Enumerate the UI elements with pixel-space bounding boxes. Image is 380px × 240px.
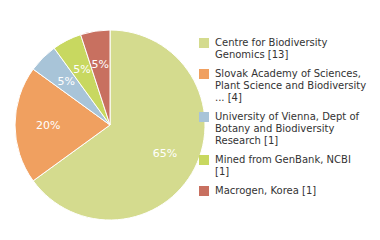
html-text:Centre for Biodiversity Genomi: Centre for Biodiversity Genomics [13] (215, 36, 328, 60)
svg-text:5%: 5% (58, 75, 75, 88)
html-text:University of Vienna, Dept of: University of Vienna, Dept of Botany and… (215, 110, 360, 146)
html-text:Macrogen, Korea [1]: Macrogen, Korea [1] (215, 184, 317, 196)
html-text:Slovak Academy of Sciences, Pl: Slovak Academy of Sciences, Plant Scienc… (215, 67, 367, 103)
svg-text:20%: 20% (36, 119, 60, 132)
svg-text:5%: 5% (73, 63, 90, 76)
svg-text:65%: 65% (153, 147, 177, 160)
svg-text:5%: 5% (92, 58, 109, 71)
html-text:Mined from GenBank, NCBI [1]: Mined from GenBank, NCBI [1] (215, 153, 351, 177)
